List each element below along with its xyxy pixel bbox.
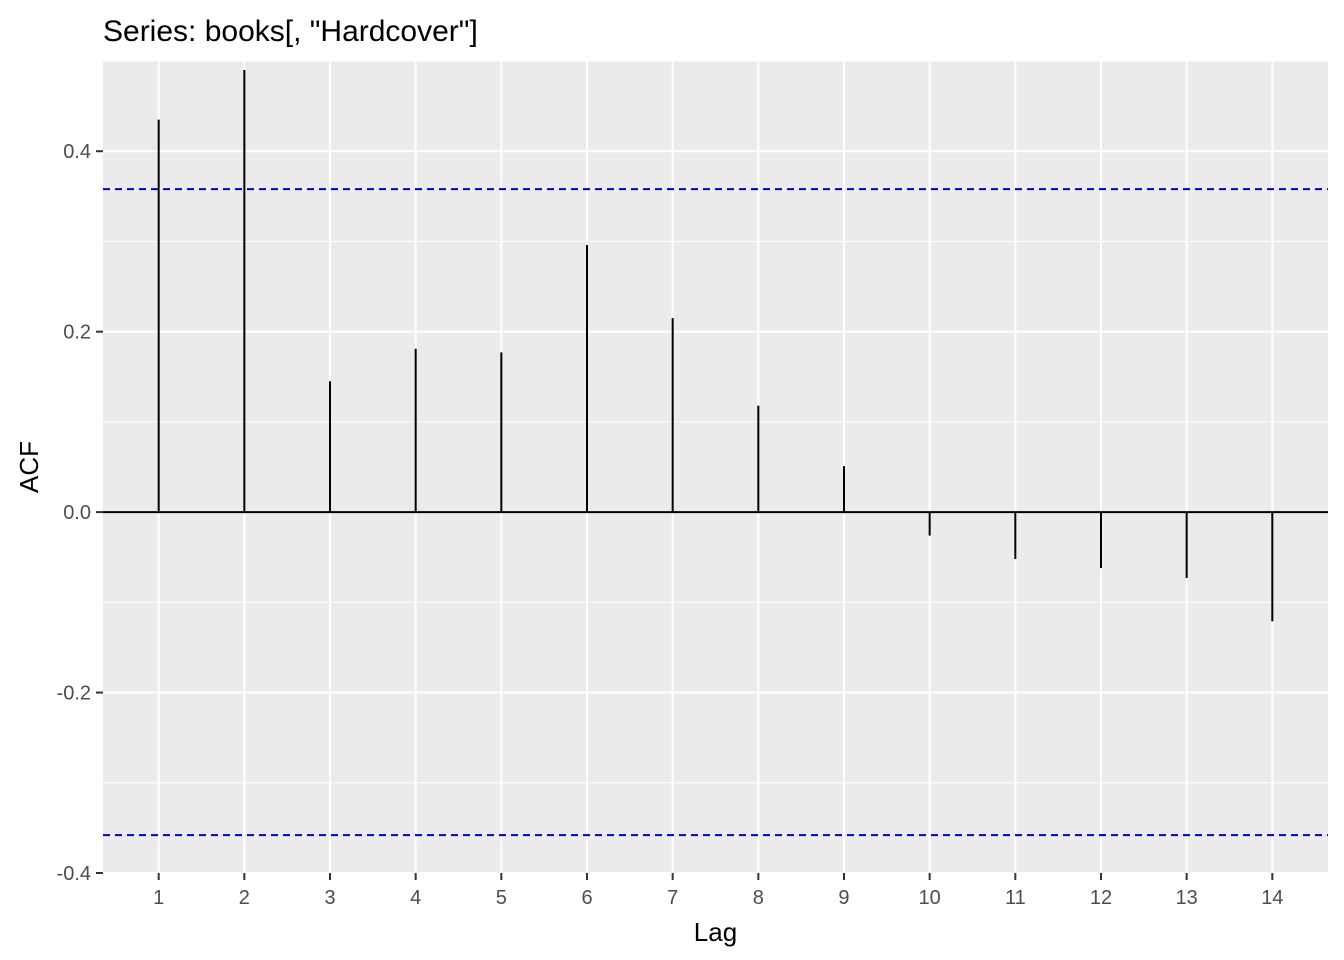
y-tick-label: -0.4: [57, 863, 91, 885]
y-axis-title: ACF: [14, 441, 44, 493]
y-tick-label: 0.0: [63, 502, 91, 524]
x-tick-label: 11: [1005, 887, 1026, 909]
x-tick-label: 5: [496, 887, 507, 909]
x-tick-label: 12: [1090, 887, 1112, 909]
x-tick-label: 3: [324, 887, 335, 909]
x-axis-title: Lag: [694, 917, 737, 947]
x-tick-label: 7: [667, 887, 678, 909]
x-tick-label: 1: [153, 887, 164, 909]
x-axis: 1 2 3 4 5 6 7 8 9 10 11 12 13 14: [153, 873, 1283, 909]
x-tick-label: 4: [410, 887, 421, 909]
y-axis: -0.4 -0.2 0.0 0.2 0.4: [57, 141, 103, 885]
confidence-bounds: [103, 188, 1328, 837]
y-tick-label: -0.2: [57, 683, 91, 705]
x-tick-label: 13: [1176, 887, 1198, 909]
y-tick-label: 0.2: [63, 322, 91, 344]
y-tick-label: 0.4: [63, 141, 91, 163]
x-tick-label: 10: [919, 887, 941, 909]
acf-bars: [157, 70, 1274, 622]
x-tick-label: 2: [239, 887, 250, 909]
x-tick-label: 9: [838, 887, 849, 909]
plot-panel: [103, 61, 1328, 873]
x-tick-label: 14: [1261, 887, 1283, 909]
x-tick-label: 8: [753, 887, 764, 909]
x-tick-label: 6: [581, 887, 592, 909]
chart-title: Series: books[, "Hardcover"]: [103, 15, 478, 48]
minor-grid: [103, 60, 1328, 784]
